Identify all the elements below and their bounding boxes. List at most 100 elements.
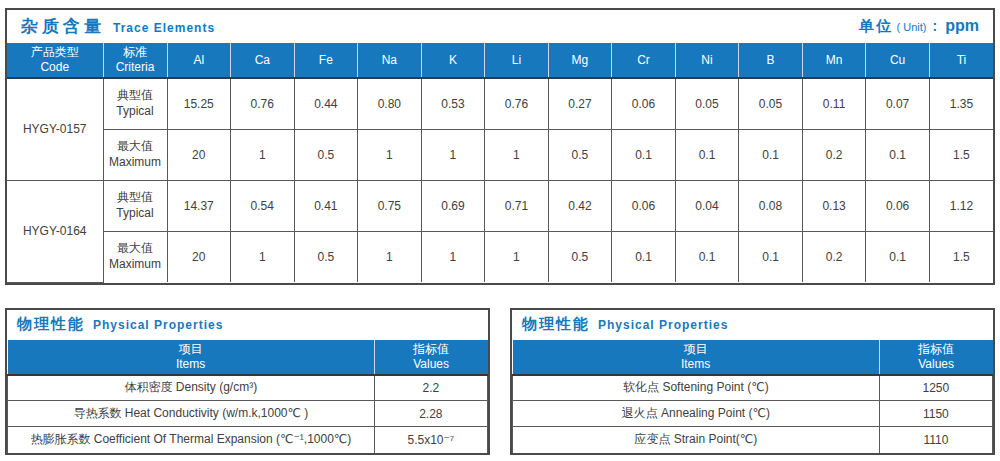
trace-value-cell: 0.05 bbox=[739, 78, 803, 129]
trace-value-cell: 0.1 bbox=[866, 129, 930, 180]
trace-elements-header: 杂质含量 Trace Elements 单位 ( Unit) : ppm bbox=[7, 10, 993, 43]
column-header-items: 项目 Items bbox=[513, 340, 880, 375]
physical-properties-right-section: 物理性能 Physical Properties 项目 Items 指标值 Va… bbox=[510, 308, 995, 455]
trace-value-cell: 0.76 bbox=[231, 78, 295, 129]
trace-value-cell: 20 bbox=[167, 129, 231, 180]
column-header-items-zh: 项目 bbox=[8, 342, 374, 357]
column-header-criteria-en: Criteria bbox=[104, 60, 167, 75]
trace-value-cell: 1.12 bbox=[929, 180, 993, 231]
trace-elements-title: 杂质含量 Trace Elements bbox=[21, 15, 215, 38]
trace-value-cell: 0.08 bbox=[739, 180, 803, 231]
trace-value-cell: 0.41 bbox=[294, 180, 358, 231]
criteria-zh: 最大值 bbox=[105, 241, 166, 257]
property-item-cell: 软化点 Softening Point (℃) bbox=[513, 375, 880, 401]
column-header-items-zh: 项目 bbox=[513, 342, 879, 357]
unit-label: 单位 ( Unit) : ppm bbox=[859, 17, 979, 36]
physical-property-row: 退火点 Annealing Point (℃)1150 bbox=[513, 401, 993, 427]
column-header-cu: Cu bbox=[866, 43, 930, 78]
trace-value-cell: 0.06 bbox=[866, 180, 930, 231]
trace-table-row: 最大值Maximum2010.51110.50.10.10.10.20.11.5 bbox=[7, 129, 993, 180]
property-value-cell: 2.2 bbox=[374, 375, 487, 401]
trace-value-cell: 14.37 bbox=[167, 180, 231, 231]
trace-value-cell: 0.04 bbox=[675, 180, 739, 231]
trace-value-cell: 1.35 bbox=[929, 78, 993, 129]
column-header-cr: Cr bbox=[612, 43, 676, 78]
property-item-cell: 热膨胀系数 Coefficient Of Thermal Expansion (… bbox=[8, 427, 375, 453]
criteria-en: Maximum bbox=[105, 257, 166, 273]
physical-left-title: 物理性能 Physical Properties bbox=[17, 315, 223, 334]
spec-sheet-page: 杂质含量 Trace Elements 单位 ( Unit) : ppm 产品类… bbox=[0, 0, 1000, 461]
trace-value-cell: 0.44 bbox=[294, 78, 358, 129]
column-header-fe: Fe bbox=[294, 43, 358, 78]
unit-label-en: ( Unit) bbox=[897, 21, 927, 33]
property-item-cell: 应变点 Strain Point(℃) bbox=[513, 427, 880, 453]
trace-value-cell: 0.5 bbox=[548, 231, 612, 282]
physical-properties-row: 物理性能 Physical Properties 项目 Items 指标值 Va… bbox=[5, 308, 995, 455]
column-header-mg: Mg bbox=[548, 43, 612, 78]
column-header-items-en: Items bbox=[8, 357, 374, 372]
unit-value: ppm bbox=[945, 17, 979, 35]
column-header-na: Na bbox=[358, 43, 422, 78]
trace-value-cell: 0.11 bbox=[802, 78, 866, 129]
column-header-al: Al bbox=[167, 43, 231, 78]
physical-properties-left-section: 物理性能 Physical Properties 项目 Items 指标值 Va… bbox=[5, 308, 490, 455]
physical-right-title: 物理性能 Physical Properties bbox=[522, 315, 728, 334]
trace-value-cell: 0.53 bbox=[421, 78, 485, 129]
trace-table-row: 最大值Maximum2010.51110.50.10.10.10.20.11.5 bbox=[7, 231, 993, 282]
column-header-ti: Ti bbox=[929, 43, 993, 78]
criteria-zh: 最大值 bbox=[105, 139, 166, 155]
trace-value-cell: 0.5 bbox=[294, 231, 358, 282]
column-header-values: 指标值 Values bbox=[374, 340, 487, 375]
property-item-cell: 体积密度 Density (g/cm³) bbox=[8, 375, 375, 401]
column-header-code: 产品类型 Code bbox=[7, 43, 103, 78]
column-header-li: Li bbox=[485, 43, 549, 78]
trace-value-cell: 0.5 bbox=[548, 129, 612, 180]
trace-value-cell: 1 bbox=[485, 231, 549, 282]
property-value-cell: 1250 bbox=[879, 375, 992, 401]
column-header-items-en: Items bbox=[513, 357, 879, 372]
property-item-cell: 导热系数 Heat Conductivity (w/m.k,1000℃ ) bbox=[8, 401, 375, 427]
property-value-cell: 1150 bbox=[879, 401, 992, 427]
column-header-values-en: Values bbox=[375, 357, 488, 372]
trace-value-cell: 0.2 bbox=[802, 231, 866, 282]
trace-value-cell: 1 bbox=[358, 129, 422, 180]
physical-right-header-row: 项目 Items 指标值 Values bbox=[513, 340, 993, 375]
trace-value-cell: 1 bbox=[358, 231, 422, 282]
physical-property-row: 热膨胀系数 Coefficient Of Thermal Expansion (… bbox=[8, 427, 488, 453]
trace-value-cell: 1 bbox=[231, 129, 295, 180]
criteria-cell: 最大值Maximum bbox=[103, 129, 167, 180]
criteria-zh: 典型值 bbox=[105, 190, 166, 206]
physical-property-row: 体积密度 Density (g/cm³)2.2 bbox=[8, 375, 488, 401]
trace-value-cell: 0.1 bbox=[739, 129, 803, 180]
product-code-cell: HYGY-0164 bbox=[7, 180, 103, 282]
trace-table-header-row: 产品类型 Code 标准 Criteria AlCaFeNaKLiMgCrNiB… bbox=[7, 43, 993, 78]
physical-property-row: 软化点 Softening Point (℃)1250 bbox=[513, 375, 993, 401]
column-header-values: 指标值 Values bbox=[879, 340, 992, 375]
trace-value-cell: 0.69 bbox=[421, 180, 485, 231]
property-item-cell: 退火点 Annealing Point (℃) bbox=[513, 401, 880, 427]
column-header-b: B bbox=[739, 43, 803, 78]
criteria-en: Typical bbox=[105, 104, 166, 120]
unit-label-zh: 单位 bbox=[859, 17, 895, 36]
property-value-cell: 5.5x10⁻⁷ bbox=[374, 427, 487, 453]
column-header-items: 项目 Items bbox=[8, 340, 375, 375]
physical-right-title-en: Physical Properties bbox=[598, 318, 728, 332]
column-header-values-zh: 指标值 bbox=[375, 342, 488, 357]
criteria-cell: 典型值Typical bbox=[103, 180, 167, 231]
trace-value-cell: 0.1 bbox=[675, 129, 739, 180]
trace-table-row: HYGY-0157典型值Typical15.250.760.440.800.53… bbox=[7, 78, 993, 129]
physical-left-table: 项目 Items 指标值 Values 体积密度 Density (g/cm³)… bbox=[7, 340, 488, 453]
trace-value-cell: 0.1 bbox=[739, 231, 803, 282]
trace-elements-section: 杂质含量 Trace Elements 单位 ( Unit) : ppm 产品类… bbox=[5, 8, 995, 285]
trace-value-cell: 15.25 bbox=[167, 78, 231, 129]
trace-value-cell: 1 bbox=[231, 231, 295, 282]
trace-value-cell: 1 bbox=[421, 231, 485, 282]
product-code-cell: HYGY-0157 bbox=[7, 78, 103, 180]
column-header-ni: Ni bbox=[675, 43, 739, 78]
physical-right-header: 物理性能 Physical Properties bbox=[512, 310, 993, 340]
trace-value-cell: 1.5 bbox=[929, 231, 993, 282]
criteria-en: Typical bbox=[105, 206, 166, 222]
property-value-cell: 1110 bbox=[879, 427, 992, 453]
trace-value-cell: 0.75 bbox=[358, 180, 422, 231]
criteria-zh: 典型值 bbox=[105, 88, 166, 104]
